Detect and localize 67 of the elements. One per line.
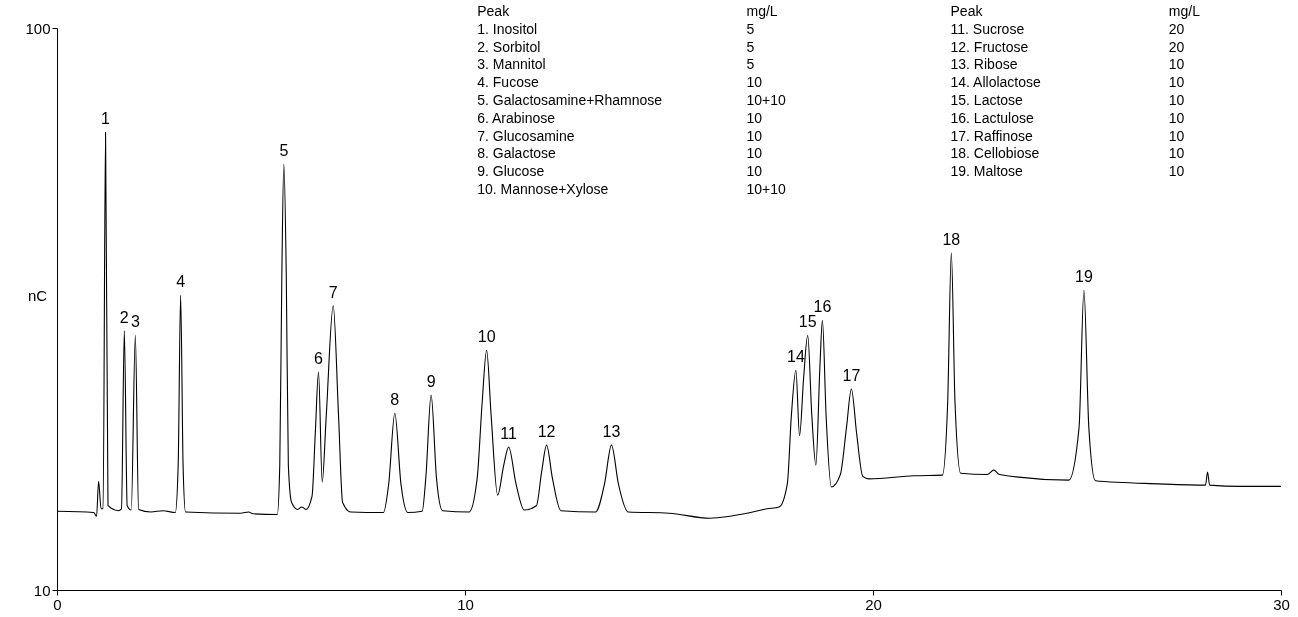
annotation: 17. Raffinose [950,127,1033,144]
annotation: 11 [500,425,518,442]
text: Peak [950,3,984,19]
annotation: 1 [101,110,111,128]
annotation: 10 [477,328,496,346]
annotation: 6 [314,350,324,368]
annotation: 4 [176,273,186,291]
annotation: 20 [1168,38,1185,55]
annotation: 10 [1168,163,1185,180]
annotation: 10 [746,109,763,126]
annotation: 7 [328,283,338,301]
annotation: 8 [390,391,400,409]
annotation: 10 [1168,92,1185,108]
annotation: 5 [746,56,755,73]
annotation: 20 [1168,20,1185,37]
annotation: 4. Fucose [477,74,539,91]
annotation: 2. Sorbitol [477,38,541,55]
annotation: 5 [279,142,289,160]
annotation: 10 [746,163,763,180]
annotation: 15. Lactose [950,92,1024,108]
x-tick-label: 10 [457,595,474,613]
annotation: 7. Glucosamine [477,127,575,144]
annotation: 13 [602,423,621,441]
annotation: 10 [746,127,763,144]
annotation: 12. Fructose [950,38,1029,55]
annotation: 18. Cellobiose [950,145,1040,162]
annotation: 16. Lactulose [950,109,1035,126]
annotation: 10+10 [746,181,787,197]
annotation: 11. Sucrose [950,20,1025,37]
annotation: 18 [942,230,961,248]
annotation: 13. Ribose [950,56,1018,73]
text: Peak [477,3,511,19]
annotation: 10 [1168,56,1185,73]
annotation: 10 [746,145,763,162]
text: mg/L [1168,3,1201,19]
annotation: 19. Maltose [950,163,1024,180]
annotation: 5 [746,20,755,37]
annotation: 6. Arabinose [477,109,556,126]
annotation: 15 [798,313,817,331]
annotation: 10 [1168,145,1185,162]
annotation: 5 [746,38,755,55]
annotation: 10+10 [746,92,787,108]
text: mg/L [746,3,778,19]
annotation: 16 [813,298,832,316]
annotation: 9 [426,373,436,391]
annotation: 19 [1075,268,1093,286]
annotation: 3. Mannitol [477,56,546,73]
annotation: 10 [1168,127,1185,144]
annotation: 5. Galactosamine+Rhamnose [477,92,663,108]
annotation: 12 [537,423,556,441]
annotation: 9. Glucose [477,163,545,180]
annotation: 1. Inositol [477,20,538,37]
y-tick-label: 100 [25,19,51,37]
annotation: 14. Allolactose [950,74,1042,91]
annotation: 17 [842,366,861,384]
y-axis-title: nC [27,286,48,304]
annotation: 2 [119,308,129,326]
x-tick-label: 30 [1273,595,1290,613]
annotation: 10. Mannose+Xylose [477,181,609,197]
annotation: 3 [130,313,140,331]
annotation: 10 [746,74,763,91]
annotation: 14 [786,348,805,366]
x-tick-label: 20 [865,595,882,613]
annotation: 10 [1168,74,1185,91]
x-tick-label: 0 [53,595,62,613]
annotation: 8. Galactose [477,145,557,162]
annotation: 10 [1168,109,1185,126]
